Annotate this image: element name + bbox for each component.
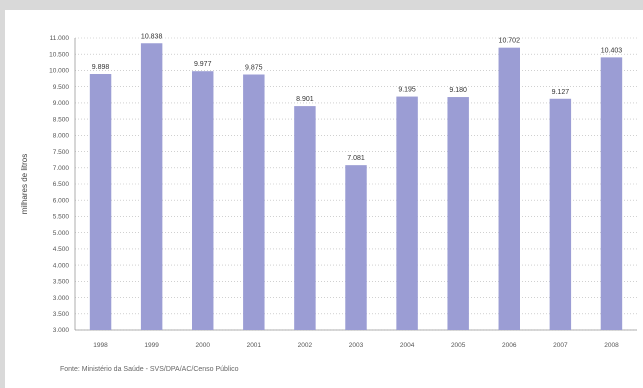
x-tick-label: 2006	[502, 342, 517, 349]
x-tick-label: 1998	[93, 342, 108, 349]
y-tick-label: 3.000	[53, 327, 70, 334]
bar	[243, 74, 265, 330]
bar	[498, 47, 521, 330]
y-tick-label: 11.000	[50, 35, 70, 42]
y-tick-label: 6.500	[53, 181, 70, 188]
y-tick-label: 4.000	[53, 262, 70, 269]
y-tick-label: 4.500	[53, 246, 70, 253]
y-tick-label: 8.500	[53, 116, 70, 123]
y-tick-label: 6.000	[53, 197, 70, 204]
y-tick-label: 8.000	[53, 133, 70, 140]
value-label: 9.127	[552, 89, 570, 96]
bar	[600, 57, 623, 331]
y-tick-label: 9.500	[53, 84, 70, 91]
value-label: 9.898	[92, 64, 110, 71]
bar	[294, 106, 316, 330]
y-tick-label: 5.000	[53, 230, 70, 237]
x-tick-label: 2003	[349, 342, 364, 349]
bar	[447, 97, 469, 330]
y-tick-label: 7.000	[53, 165, 70, 172]
value-label: 9.977	[194, 61, 212, 68]
y-tick-label: 3.000	[53, 295, 70, 302]
y-tick-label: 7.500	[53, 149, 70, 156]
y-tick-label: 10.500	[49, 51, 69, 58]
y-tick-label: 3.500	[53, 279, 70, 286]
x-tick-label: 1999	[144, 342, 159, 349]
value-label: 7.081	[347, 155, 365, 162]
x-tick-label: 2001	[247, 342, 262, 349]
value-label: 9.195	[398, 87, 416, 94]
value-label: 9.875	[245, 65, 263, 72]
bar	[396, 96, 418, 330]
y-tick-label: 9.000	[53, 100, 70, 107]
bar	[140, 43, 163, 330]
bar	[191, 71, 214, 330]
x-tick-label: 2000	[195, 342, 210, 349]
value-label: 10.403	[601, 47, 623, 54]
source-note: Fonte: Ministério da Saúde - SVS/DPA/AC/…	[60, 366, 239, 373]
x-tick-label: 2004	[400, 342, 415, 349]
y-tick-label: 10.000	[49, 68, 69, 75]
y-axis-title: milhares de litros	[20, 154, 29, 214]
x-tick-label: 2005	[451, 342, 466, 349]
x-tick-label: 2007	[553, 342, 568, 349]
x-tick-label: 2008	[604, 342, 619, 349]
bar	[549, 98, 572, 330]
bar	[89, 74, 112, 330]
value-label: 8.901	[296, 96, 314, 103]
value-label: 9.180	[449, 87, 467, 94]
x-tick-label: 2002	[298, 342, 313, 349]
bar-chart: 3.000 3.500 3.000 3.500 4.000 4.500 5.000 5.500…	[20, 33, 637, 349]
value-label: 10.838	[141, 33, 163, 40]
bar	[345, 165, 367, 330]
y-tick-label: 3.500	[53, 311, 70, 318]
chart-frame: 3.000 3.500 3.000 3.500 4.000 4.500 5.000 5.500…	[5, 10, 643, 388]
value-label: 10.702	[499, 38, 521, 45]
y-tick-label: 5.500	[53, 214, 70, 221]
